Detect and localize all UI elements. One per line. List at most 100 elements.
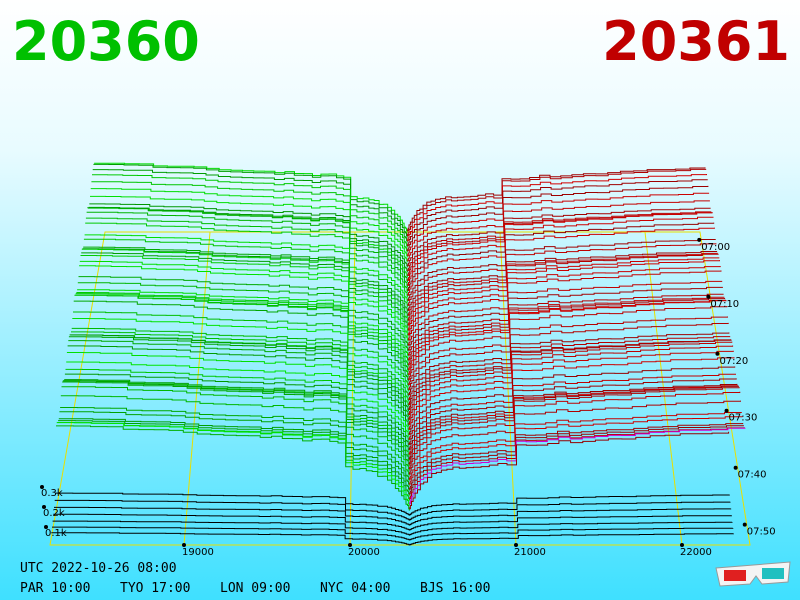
price-tick-label: 21000 (514, 547, 546, 558)
bid-depth-line (78, 276, 409, 347)
bid-depth-line (93, 163, 408, 238)
bid-depth-line (58, 418, 410, 491)
ask-depth-line (409, 508, 732, 526)
bid-depth-line (82, 248, 409, 317)
bid-depth-line (54, 499, 410, 521)
bid-depth-line (81, 252, 409, 327)
bid-depth-line (75, 293, 409, 367)
price-tick-label: 19000 (182, 547, 214, 558)
time-tick-mark (733, 465, 738, 470)
depth-tick-label: 0.2k (43, 508, 65, 519)
ask-depth-line (407, 253, 719, 321)
bid-depth-line (90, 195, 408, 263)
tick-mark (680, 543, 684, 547)
ask-depth-line (408, 357, 735, 430)
bid-depth-line (79, 260, 409, 337)
time-tick-mark (697, 237, 702, 242)
ask-depth-line (409, 515, 732, 531)
ask-depth-line (408, 366, 736, 435)
time-tick-label: 07:50 (747, 527, 776, 538)
bid-depth-line (74, 294, 409, 377)
red-lens (724, 570, 746, 581)
bid-depth-line (58, 420, 410, 496)
ask-depth-line (409, 494, 730, 516)
bid-depth-line (55, 492, 410, 516)
ask-depth-line (409, 533, 734, 546)
bid-depth-line (79, 265, 409, 342)
ask-depth-line (409, 527, 734, 541)
ask-depth-line (408, 286, 723, 351)
bid-depth-line (84, 234, 409, 303)
time-tick-label: 07:10 (710, 299, 739, 310)
time-tick-mark (742, 522, 747, 527)
depth-tick-mark (40, 485, 44, 489)
bid-depth-line (54, 506, 410, 526)
ask-depth-line (408, 373, 736, 440)
glasses-icon (715, 561, 791, 587)
bid-depth-line (77, 289, 409, 357)
time-tick-label: 07:20 (719, 356, 748, 367)
bid-depth-line (64, 373, 410, 447)
bid-depth-line (64, 379, 410, 452)
bid-depth-line (69, 334, 409, 412)
price-tick-label: 22000 (680, 547, 712, 558)
bid-depth-line (72, 318, 409, 392)
bid-depth-line (71, 331, 409, 402)
bid-depth-line (52, 520, 410, 536)
depth-tick-mark (44, 525, 48, 529)
bid-depth-line (85, 222, 409, 298)
ask-depth-line (407, 252, 718, 316)
ask-depth-line (407, 280, 723, 346)
ask-depth-line (408, 306, 728, 381)
bid-depth-line (90, 188, 408, 258)
ask-depth-line (408, 322, 729, 391)
bid-depth-line (62, 381, 410, 466)
ask-depth-line (409, 412, 742, 480)
bid-depth-line (89, 203, 408, 268)
ask-depth-line (408, 299, 726, 371)
bid-depth-line (61, 386, 410, 471)
bid-depth-line (92, 169, 408, 243)
ask-depth-line (408, 383, 738, 450)
ask-depth-line (407, 185, 709, 252)
bid-depth-line (71, 327, 409, 397)
tick-mark (348, 543, 352, 547)
bid-depth-line (87, 207, 408, 283)
city-clock: BJS 16:00 (420, 581, 490, 596)
ask-depth-line (408, 296, 725, 361)
ask-depth-line (407, 174, 707, 242)
depth-tick-label: 0.3k (41, 488, 63, 499)
ask-depth-line (407, 227, 715, 296)
ask-depth-line (409, 501, 731, 521)
bid-price: 20360 (12, 10, 200, 73)
time-tick-label: 07:40 (738, 470, 767, 481)
ask-depth-line (407, 270, 722, 341)
bid-depth-line (66, 361, 410, 437)
depth-lines (51, 162, 746, 546)
city-clock: NYC 04:00 (320, 581, 390, 596)
ask-depth-line (409, 427, 746, 505)
bid-depth-line (51, 532, 411, 546)
bid-depth-line (73, 311, 409, 387)
ask-price: 20361 (602, 10, 790, 73)
tick-mark (514, 543, 518, 547)
axis-labels: 19000 20000 21000 22000 07:00 07:10 07:20 07:30… (40, 237, 776, 558)
ask-depth-line (408, 350, 734, 425)
bid-depth-line (92, 174, 408, 248)
ask-depth-line (407, 222, 715, 291)
bid-depth-line (73, 300, 409, 382)
bid-depth-line (68, 336, 410, 417)
bid-depth-line (77, 282, 409, 352)
bid-depth-line (66, 352, 410, 432)
bid-depth-line (62, 380, 410, 461)
ask-depth-line (409, 423, 744, 490)
ask-depth-line (409, 431, 730, 510)
utc-time: UTC 2022-10-26 08:00 (20, 561, 177, 576)
bid-depth-line (53, 513, 410, 531)
bid-depth-line (68, 340, 410, 422)
time-tick-label: 07:30 (729, 413, 758, 424)
ask-depth-line (409, 425, 744, 495)
time-tick-mark (715, 351, 720, 356)
